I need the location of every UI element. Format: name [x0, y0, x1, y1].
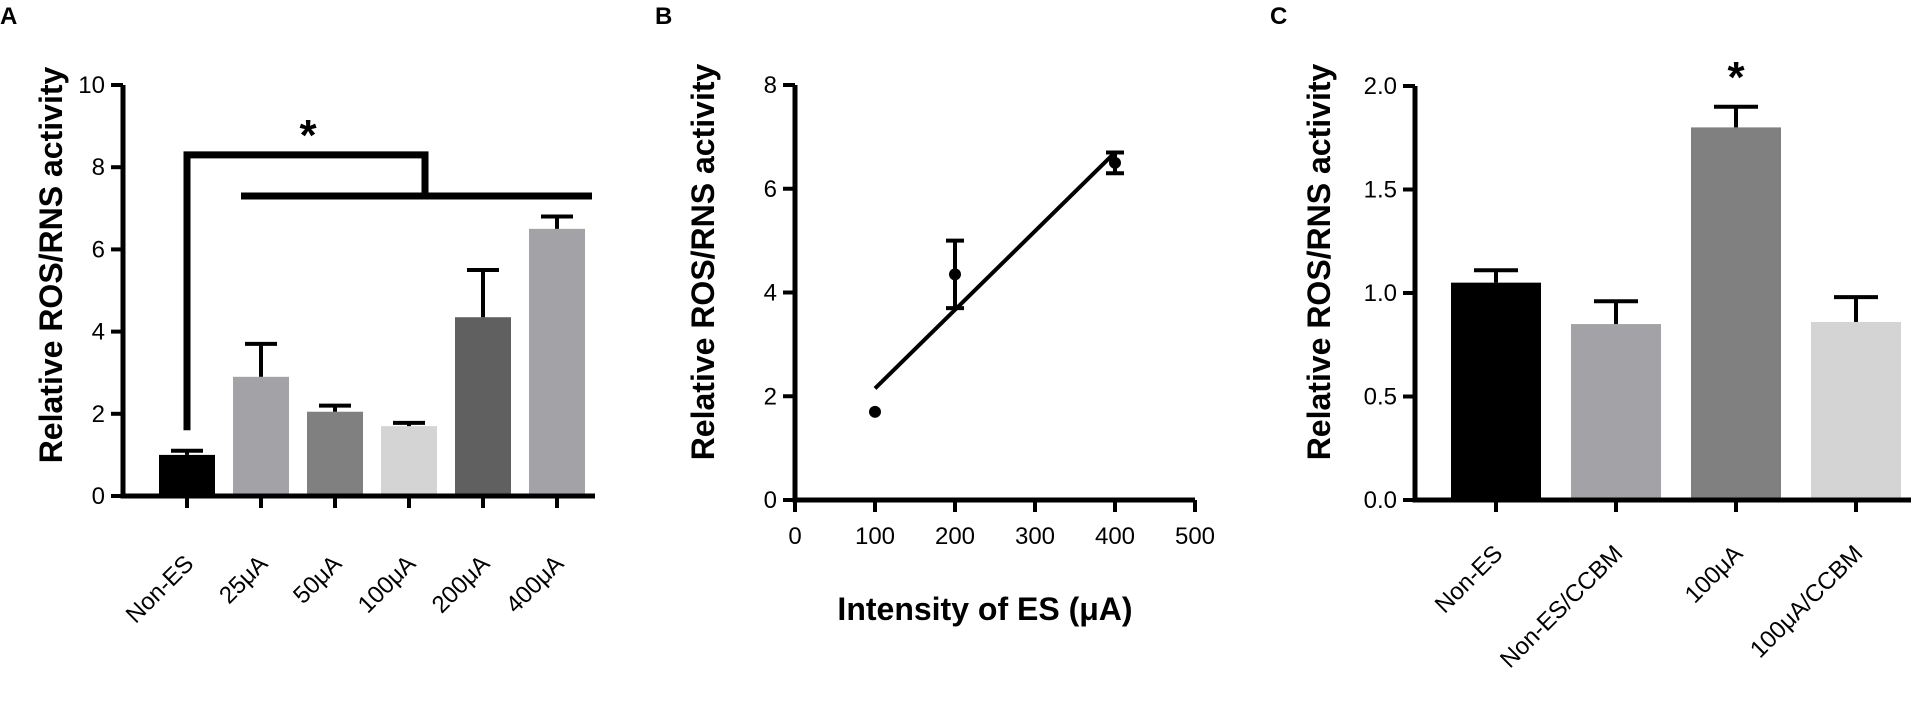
- y-axis-label-b: Relative ROS/RNS activity: [685, 64, 721, 461]
- y-tick-label-b-2: 4: [764, 280, 777, 307]
- x-tick-label-b-4: 400: [1095, 523, 1135, 550]
- y-tick-label-b-4: 8: [764, 72, 777, 99]
- y-tick-label-b-1: 2: [764, 383, 777, 410]
- x-tick-label-a-4: 200μA: [427, 550, 496, 619]
- bar-a-0: [159, 454, 215, 496]
- panel-c: C Relative ROS/RNS activity Non-ESNon-ES…: [1270, 3, 1911, 673]
- y-tick-label-b-0: 0: [764, 487, 777, 514]
- bar-c-3: [1811, 321, 1901, 500]
- bar-c-2: [1691, 127, 1781, 501]
- bar-a-4: [455, 317, 511, 496]
- y-tick-label-a-2: 4: [92, 319, 105, 346]
- significance-bracket-a: [183, 151, 429, 431]
- x-tick-label-a-0: Non-ES: [121, 550, 200, 629]
- x-tick-label-c-1: Non-ES/CCBM: [1495, 540, 1628, 673]
- bar-a-5: [529, 228, 585, 496]
- y-tick-label-c-2: 1.0: [1364, 280, 1397, 307]
- x-tick-label-b-2: 200: [935, 523, 975, 550]
- x-tick-label-a-3: 100μA: [353, 550, 422, 619]
- x-tick-label-b-0: 0: [788, 523, 801, 550]
- panel-a: A Relative ROS/RNS activity Non-ES 25μA 50…: [0, 3, 595, 629]
- y-tick-label-b-3: 6: [764, 176, 777, 203]
- bar-c-1: [1571, 324, 1661, 500]
- panel-label-b: B: [655, 3, 672, 30]
- y-tick-label-a-3: 6: [92, 236, 105, 263]
- data-point-b-2: [1109, 156, 1121, 169]
- y-tick-label-a-5: 10: [78, 72, 105, 99]
- x-axis-label-b: Intensity of ES (μA): [837, 591, 1132, 627]
- bar-a-2: [307, 411, 363, 496]
- x-tick-label-a-1: 25μA: [214, 550, 273, 609]
- y-axis-label-c: Relative ROS/RNS activity: [1301, 64, 1337, 461]
- bar-a-3: [381, 426, 437, 496]
- x-tick-label-a-2: 50μA: [288, 550, 347, 609]
- x-tick-label-c-3: 100μA/CCBM: [1745, 540, 1868, 663]
- y-tick-label-a-1: 2: [92, 401, 105, 428]
- y-axis-label-a: Relative ROS/RNS activity: [33, 67, 69, 464]
- x-tick-label-a-5: 400μA: [501, 550, 570, 619]
- significance-star-c: *: [1727, 53, 1745, 102]
- fit-line-b: [873, 151, 1117, 390]
- x-tick-label-b-5: 500: [1175, 523, 1215, 550]
- data-point-b-0: [869, 405, 881, 418]
- panel-label-a: A: [0, 3, 17, 30]
- bar-c-0: [1451, 282, 1541, 500]
- y-tick-label-c-0: 0.0: [1364, 487, 1397, 514]
- x-tick-label-b-3: 300: [1015, 523, 1055, 550]
- data-point-b-1: [949, 268, 961, 281]
- panel-label-c: C: [1270, 3, 1287, 30]
- y-tick-label-a-4: 8: [92, 154, 105, 181]
- y-tick-label-a-0: 0: [92, 483, 105, 510]
- bar-a-1: [233, 376, 289, 496]
- significance-star-a: *: [299, 111, 317, 160]
- x-tick-label-c-0: Non-ES: [1430, 540, 1509, 619]
- x-tick-label-c-2: 100μA: [1680, 540, 1749, 609]
- y-tick-label-c-3: 1.5: [1364, 177, 1397, 204]
- y-tick-label-c-4: 2.0: [1364, 73, 1397, 100]
- panel-b: B Relative ROS/RNS activity Intensity of…: [655, 3, 1215, 627]
- x-tick-label-b-1: 100: [855, 523, 895, 550]
- y-tick-label-c-1: 0.5: [1364, 384, 1397, 411]
